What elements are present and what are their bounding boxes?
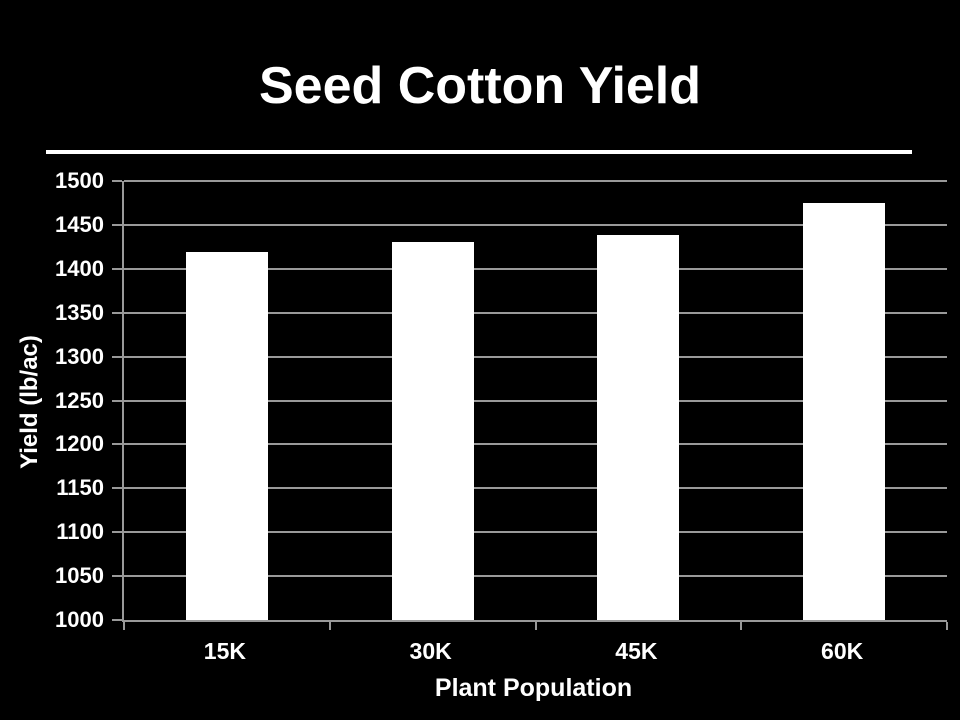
gridline-1450 [124,223,947,226]
gridline-1200 [124,443,947,446]
title-underline-rule [46,150,912,154]
y-tick-label-1250: 1250 [55,387,104,413]
y-tick-label-1450: 1450 [55,211,104,237]
x-tick-label-15K: 15K [203,638,246,664]
x-tick-label-45K: 45K [615,638,658,664]
y-tick-1050 [112,575,122,578]
y-tick-1000 [112,619,122,621]
x-tick-2 [534,622,537,630]
y-axis-tick-labels: 1000 1050 1100 1150 1200 1250 1300 1350 1400 1450… [0,168,104,632]
gridline-1050 [124,575,947,578]
y-tick-1450 [112,223,122,226]
x-axis-title: Plant Population [434,674,633,702]
y-tick-label-1000: 1000 [55,607,104,632]
gridline-1400 [124,267,947,270]
y-tick-label-1200: 1200 [55,431,104,457]
x-tick-label-30K: 30K [409,638,452,664]
gridline-1250 [124,399,947,402]
y-tick-1400 [112,267,122,270]
gridline-1150 [124,487,947,490]
gridline-1350 [124,311,947,314]
y-tick-label-1500: 1500 [55,168,104,193]
y-tick-label-1050: 1050 [55,563,104,589]
y-tick-label-1300: 1300 [55,343,104,369]
y-tick-label-1400: 1400 [55,255,104,281]
y-tick-1300 [112,355,122,358]
y-tick-label-1150: 1150 [56,475,104,501]
x-axis-tick-labels: 15K 30K 45K 60K [122,638,945,668]
y-tick-label-1100: 1100 [56,519,104,545]
x-tick-0 [123,622,125,630]
y-tick-1350 [112,311,122,314]
y-tick-label-1350: 1350 [55,299,104,325]
x-tick-3 [740,622,743,630]
gridline-1100 [124,531,947,534]
gridline-1500 [124,180,947,182]
y-tick-1500 [112,180,122,182]
x-tick-1 [328,622,331,630]
bar-30K [391,242,474,620]
x-tick-4 [946,622,948,630]
gridline-1300 [124,355,947,358]
bar-60K [803,202,886,620]
slide-title: Seed Cotton Yield [258,57,702,115]
y-tick-1150 [112,487,122,490]
y-tick-1250 [112,399,122,402]
y-tick-1200 [112,443,122,446]
bar-15K [185,252,268,620]
plot-area [112,180,948,630]
y-tick-1100 [112,531,122,534]
x-tick-label-60K: 60K [821,638,864,664]
bar-45K [597,235,680,620]
